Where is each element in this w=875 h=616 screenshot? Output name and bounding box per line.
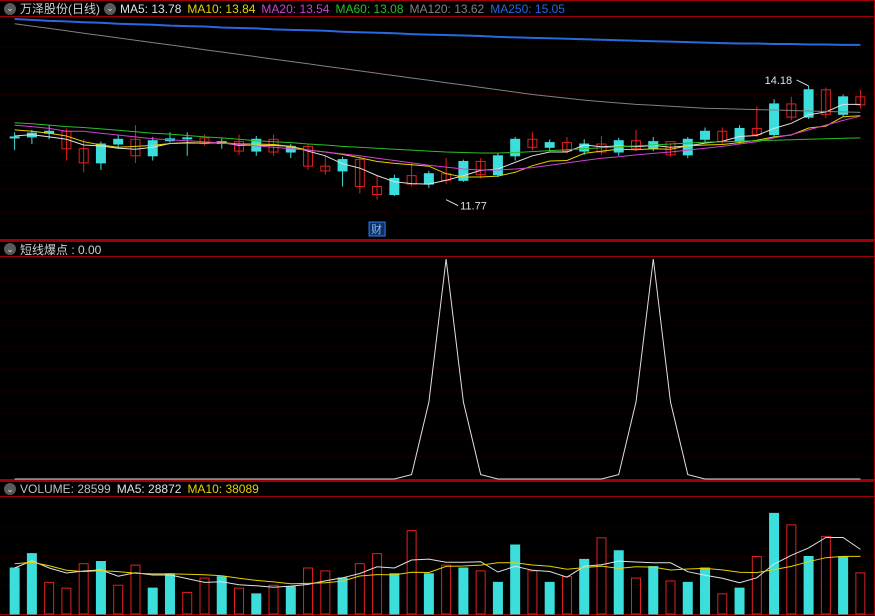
price-header: ⌄ 万泽股份(日线) ⌄ MA5: 13.78 MA10: 13.84 MA20: …: [0, 1, 874, 17]
price-chart-panel[interactable]: ⌄ 万泽股份(日线) ⌄ MA5: 13.78 MA10: 13.84 MA20: …: [0, 0, 875, 240]
indicator-svg[interactable]: [0, 241, 875, 481]
volume-label: VOLUME: 28599: [20, 482, 111, 496]
ma-label: MA60: 13.08: [335, 2, 403, 16]
svg-text:11.77: 11.77: [460, 201, 487, 213]
svg-text:14.18: 14.18: [765, 75, 793, 87]
volume-panel[interactable]: ⌄ VOLUME: 28599 MA5: 28872 MA10: 38089: [0, 480, 875, 615]
volume-label: MA10: 38089: [187, 482, 258, 496]
svg-text:财: 财: [371, 222, 382, 236]
volume-labels-row: VOLUME: 28599 MA5: 28872 MA10: 38089: [20, 482, 265, 496]
ma-label: MA250: 15.05: [490, 2, 565, 16]
volume-header: ⌄ VOLUME: 28599 MA5: 28872 MA10: 38089: [0, 481, 874, 497]
collapse-icon[interactable]: ⌄: [4, 483, 16, 495]
ma-label: MA20: 13.54: [261, 2, 329, 16]
ma-label: MA120: 13.62: [410, 2, 485, 16]
ma-label: MA10: 13.84: [187, 2, 255, 16]
collapse-icon[interactable]: ⌄: [4, 3, 16, 15]
ma-labels-row: MA5: 13.78 MA10: 13.84 MA20: 13.54 MA60: 13…: [120, 2, 571, 16]
volume-svg[interactable]: [0, 481, 875, 616]
indicator-panel[interactable]: ⌄ 短线爆点 : 0.00: [0, 240, 875, 480]
collapse-icon[interactable]: ⌄: [4, 243, 16, 255]
volume-label: MA5: 28872: [117, 482, 182, 496]
price-chart-svg[interactable]: 11.77 14.18 财: [0, 1, 875, 241]
stock-title: 万泽股份(日线): [20, 0, 100, 17]
indicator-title: 短线爆点 : 0.00: [20, 241, 101, 258]
ma-label: MA5: 13.78: [120, 2, 181, 16]
indicator-header: ⌄ 短线爆点 : 0.00: [0, 241, 874, 257]
ma-settings-icon[interactable]: ⌄: [104, 3, 116, 15]
